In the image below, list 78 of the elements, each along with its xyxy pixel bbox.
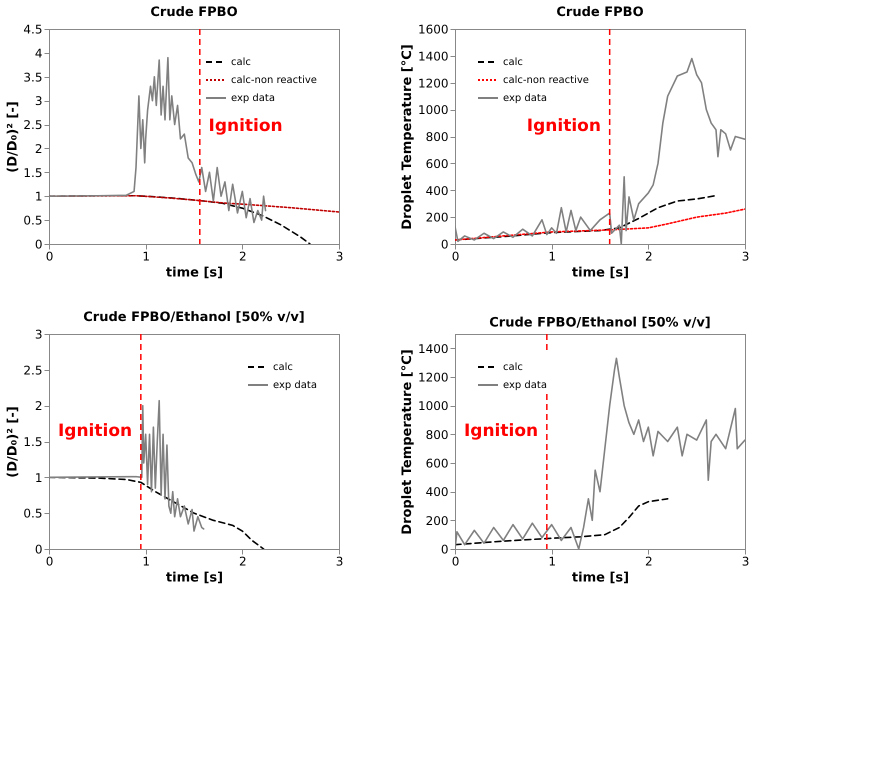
chart-title: Crude FPBO — [150, 5, 238, 20]
legend-label: exp data — [503, 93, 547, 104]
y-tick-label: 0 — [34, 542, 42, 556]
x-tick-label: 3 — [742, 554, 750, 568]
legend-label: calc — [231, 57, 251, 68]
legend-label: exp data — [231, 93, 275, 104]
y-tick-label: 1 — [34, 470, 42, 485]
y-tick-label: 1200 — [418, 76, 448, 90]
y-tick-label: 3 — [34, 94, 42, 108]
x-tick-label: 1 — [548, 250, 556, 264]
y-tick-label: 0.5 — [23, 506, 42, 521]
x-tick-label: 0 — [46, 250, 54, 264]
y-tick-label: 1.5 — [23, 166, 42, 180]
y-tick-label: 1000 — [418, 103, 448, 118]
legend-label: exp data — [273, 380, 317, 391]
y-tick-label: 1600 — [418, 22, 448, 36]
x-axis-title: time [s] — [572, 266, 630, 280]
y-tick-label: 3 — [34, 328, 42, 342]
x-tick-label: 2 — [239, 554, 247, 568]
y-tick-label: 1400 — [418, 342, 448, 356]
y-tick-label: 1 — [34, 190, 42, 204]
x-tick-label: 1 — [548, 554, 556, 568]
y-axis-title: Droplet Temperature [°C] — [400, 349, 415, 535]
y-tick-label: 0 — [34, 238, 42, 252]
x-tick-label: 3 — [742, 250, 750, 264]
line-series — [455, 194, 717, 241]
y-tick-label: 2.5 — [23, 118, 42, 132]
y-tick-label: 800 — [426, 130, 448, 144]
chart-title: Crude FPBO/Ethanol [50% v/v] — [83, 310, 305, 325]
x-tick-label: 1 — [142, 250, 150, 264]
x-tick-label: 3 — [336, 250, 344, 264]
y-tick-label: 200 — [426, 514, 448, 528]
y-tick-label: 400 — [426, 485, 448, 500]
x-tick-label: 3 — [336, 554, 344, 568]
y-tick-label: 200 — [426, 210, 448, 225]
y-tick-label: 2.5 — [23, 363, 42, 378]
chart-title: Crude FPBO — [556, 5, 644, 20]
y-tick-label: 600 — [426, 456, 448, 470]
ref-line-label: Ignition — [526, 116, 601, 136]
y-axis-title: (D/D₀)² [-] — [5, 406, 20, 478]
x-tick-label: 0 — [46, 554, 54, 568]
x-axis-title: time [s] — [572, 570, 630, 586]
y-tick-label: 400 — [426, 184, 448, 198]
y-tick-label: 2 — [34, 399, 42, 414]
legend-label: calc — [273, 362, 293, 373]
y-tick-label: 4.5 — [23, 22, 42, 36]
y-tick-label: 2 — [34, 142, 42, 156]
x-tick-label: 2 — [645, 250, 653, 264]
y-tick-label: 0 — [440, 238, 448, 252]
y-tick-label: 1200 — [418, 370, 448, 384]
chart-title: Crude FPBO/Ethanol [50% v/v] — [489, 315, 711, 330]
x-tick-label: 2 — [645, 554, 653, 568]
legend-label: calc-non reactive — [503, 75, 589, 86]
ref-line-label: Ignition — [58, 420, 132, 441]
legend-label: calc-non reactive — [231, 75, 317, 86]
x-tick-label: 0 — [452, 554, 460, 568]
y-tick-label: 1400 — [418, 49, 448, 64]
x-tick-label: 1 — [142, 554, 150, 568]
y-tick-label: 800 — [426, 428, 448, 442]
y-tick-label: 3.5 — [23, 70, 42, 84]
x-tick-label: 2 — [239, 250, 247, 264]
y-tick-label: 0 — [440, 542, 448, 556]
legend-label: calc — [503, 362, 523, 373]
x-tick-label: 0 — [452, 250, 460, 264]
line-series — [455, 498, 668, 546]
legend-label: calc — [503, 57, 523, 68]
y-tick-label: 600 — [426, 156, 448, 171]
y-tick-label: 4 — [34, 46, 42, 60]
x-axis-title: time [s] — [166, 266, 224, 280]
ref-line-label: Ignition — [464, 420, 538, 441]
ref-line-label: Ignition — [208, 116, 283, 136]
legend-label: exp data — [503, 380, 547, 391]
y-axis-title: Droplet Temperature [°C] — [400, 44, 415, 230]
y-tick-label: 1000 — [418, 399, 448, 414]
y-tick-label: 0.5 — [23, 214, 42, 228]
y-tick-label: 1.5 — [23, 435, 42, 449]
x-axis-title: time [s] — [166, 570, 224, 586]
y-axis-title: (D/D₀)² [-] — [5, 101, 20, 173]
